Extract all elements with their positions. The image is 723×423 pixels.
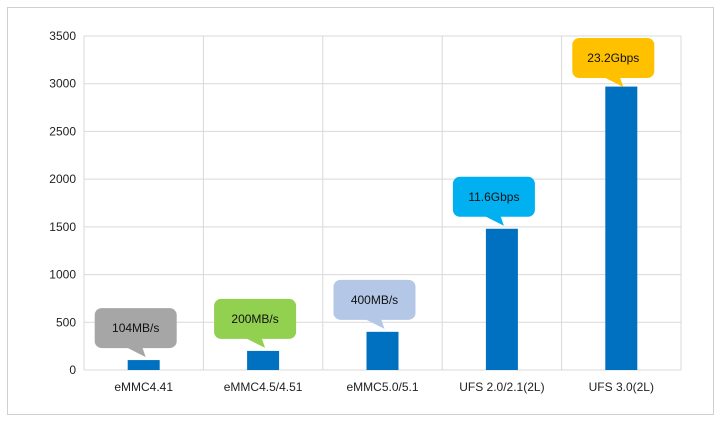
y-tick-label: 2000 [49, 172, 76, 186]
bars [127, 86, 638, 370]
callout-label: 23.2Gbps [587, 51, 639, 65]
bar [605, 86, 638, 370]
callout: 200MB/s [214, 298, 297, 348]
bar [366, 331, 399, 370]
callout-label: 200MB/s [231, 312, 278, 326]
callout-tail [364, 318, 385, 329]
x-axis-categories: eMMC4.41 eMMC4.5/4.51 eMMC5.0/5.1 UFS 2.0/2… [114, 380, 654, 394]
bar [247, 350, 280, 370]
y-tick-label: 3000 [49, 77, 76, 91]
callout: 400MB/s [333, 279, 416, 329]
callout-label: 11.6Gbps [468, 190, 519, 204]
chart-frame: 0 500 1000 1500 2000 2500 3000 3500 eMMC4.41 eMM… [7, 7, 714, 415]
callout-tail [125, 347, 146, 358]
callout: 23.2Gbps [572, 38, 655, 87]
callout-box [452, 176, 535, 217]
y-tick-label: 1000 [49, 268, 76, 282]
callout-box [333, 279, 416, 320]
callout-tail [245, 337, 266, 348]
x-category-label: eMMC4.41 [114, 380, 173, 394]
callouts: 104MB/s 200MB/s 400MB/s 11.6Gbps 23.2Gbps [94, 38, 655, 358]
y-tick-label: 3500 [49, 29, 76, 43]
gridlines [83, 35, 682, 371]
callout-box [214, 298, 297, 339]
x-category-label: UFS 3.0(2L) [589, 380, 654, 394]
x-category-label: eMMC4.5/4.51 [224, 380, 303, 394]
y-axis-ticks: 0 500 1000 1500 2000 2500 3000 3500 [49, 29, 76, 377]
x-category-label: UFS 2.0/2.1(2L) [459, 380, 544, 394]
y-tick-label: 500 [56, 315, 76, 329]
callout: 11.6Gbps [452, 176, 535, 226]
y-tick-label: 0 [69, 363, 76, 377]
callout-box [94, 308, 177, 349]
callout-tail [484, 215, 504, 226]
callout-tail [603, 77, 624, 87]
callout-label: 400MB/s [351, 293, 398, 307]
callout: 104MB/s [94, 308, 177, 358]
y-tick-label: 1500 [49, 220, 76, 234]
callout-box [572, 38, 655, 78]
bar [485, 228, 518, 370]
callout-label: 104MB/s [112, 321, 159, 335]
x-category-label: eMMC5.0/5.1 [346, 380, 418, 394]
y-tick-label: 2500 [49, 124, 76, 138]
bar [127, 360, 160, 370]
